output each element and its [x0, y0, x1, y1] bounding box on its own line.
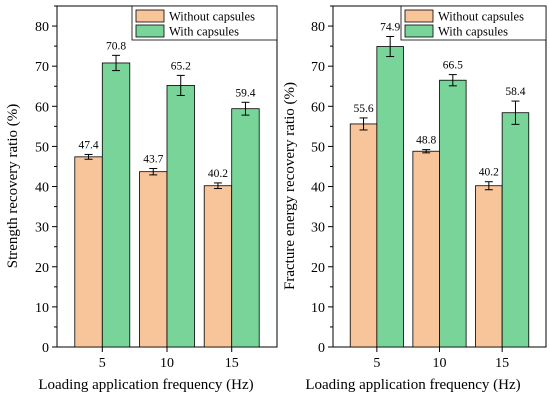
y-tick-label: 30 — [35, 221, 49, 236]
y-tick-label: 40 — [35, 181, 49, 196]
y-axis-title: Strength recovery ratio (%) — [5, 104, 21, 269]
bar-without-capsules — [203, 185, 233, 348]
y-tick-label: 80 — [35, 20, 49, 35]
y-tick-label: 50 — [311, 140, 325, 155]
data-label: 65.2 — [171, 60, 191, 72]
bar-without-capsules — [349, 123, 378, 348]
y-tick-label: 0 — [318, 341, 325, 356]
legend-label: Without capsules — [169, 10, 255, 24]
legend-label: With capsules — [438, 25, 508, 39]
x-tick-label: 5 — [373, 356, 380, 371]
legend-swatch-without-capsules — [135, 9, 165, 23]
y-tick-label: 70 — [311, 60, 325, 75]
x-axis-title: Loading application frequency (Hz) — [38, 377, 253, 393]
y-tick-label: 40 — [311, 181, 325, 196]
bar-without-capsules — [412, 150, 440, 348]
legend-swatch-with-capsules — [404, 24, 434, 38]
x-tick-label: 15 — [495, 356, 509, 371]
bar-with-capsules — [501, 112, 530, 348]
x-tick-label: 5 — [99, 356, 106, 371]
bar-without-capsules — [74, 156, 103, 348]
y-tick-label: 10 — [35, 301, 49, 316]
data-label: 48.8 — [416, 135, 436, 147]
data-label: 58.4 — [505, 86, 525, 98]
bar-with-capsules — [101, 62, 131, 348]
data-label: 55.6 — [353, 103, 373, 115]
x-tick-label: 10 — [160, 356, 174, 371]
bar-with-capsules — [376, 46, 404, 348]
bar-with-capsules — [166, 85, 195, 348]
bar-with-capsules — [231, 108, 260, 348]
data-label: 43.7 — [143, 153, 163, 165]
plot-area: 0 10 20 30 40 50 60 70 80 5 47.4 70.8 10 43.7 65.2 15 40… — [35, 5, 278, 371]
data-label: 47.4 — [78, 139, 98, 151]
data-label: 40.2 — [208, 168, 228, 180]
y-tick-label: 60 — [35, 100, 49, 115]
x-tick-label: 15 — [225, 356, 239, 371]
bar-with-capsules — [439, 79, 467, 348]
y-tick-label: 70 — [35, 60, 49, 75]
y-tick-label: 20 — [35, 261, 49, 276]
data-label: 70.8 — [106, 40, 126, 52]
bar-without-capsules — [139, 171, 168, 348]
x-axis-title: Loading application frequency (Hz) — [305, 377, 520, 393]
y-axis-title: Fracture energy recovery ratio (%) — [282, 82, 298, 290]
y-tick-label: 20 — [311, 261, 325, 276]
data-label: 74.9 — [380, 21, 400, 33]
legend-label: Without capsules — [438, 10, 524, 24]
legend-swatch-without-capsules — [404, 9, 434, 23]
y-tick-label: 60 — [311, 100, 325, 115]
bar-without-capsules — [475, 185, 503, 348]
y-tick-label: 30 — [311, 221, 325, 236]
y-tick-label: 0 — [42, 341, 49, 356]
data-label: 59.4 — [235, 87, 255, 99]
plot-area: 0 10 20 30 40 50 60 70 80 5 55.6 74.9 10 48.8 66.5 15 40… — [311, 5, 547, 371]
y-tick-label: 50 — [35, 140, 49, 155]
x-tick-label: 10 — [433, 356, 447, 371]
data-label: 66.5 — [443, 60, 463, 72]
panel-strength-recovery: 0 10 20 30 40 50 60 70 80 5 47.4 70.8 10 43.7 65.2 15 40… — [5, 5, 278, 393]
legend-swatch-with-capsules — [135, 24, 165, 38]
legend-label: With capsules — [169, 25, 239, 39]
y-tick-label: 80 — [311, 20, 325, 35]
panel-fracture-energy-recovery: 0 10 20 30 40 50 60 70 80 5 55.6 74.9 10 48.8 66.5 15 40… — [282, 5, 547, 393]
y-tick-label: 10 — [311, 301, 325, 316]
data-label: 40.2 — [479, 167, 499, 179]
